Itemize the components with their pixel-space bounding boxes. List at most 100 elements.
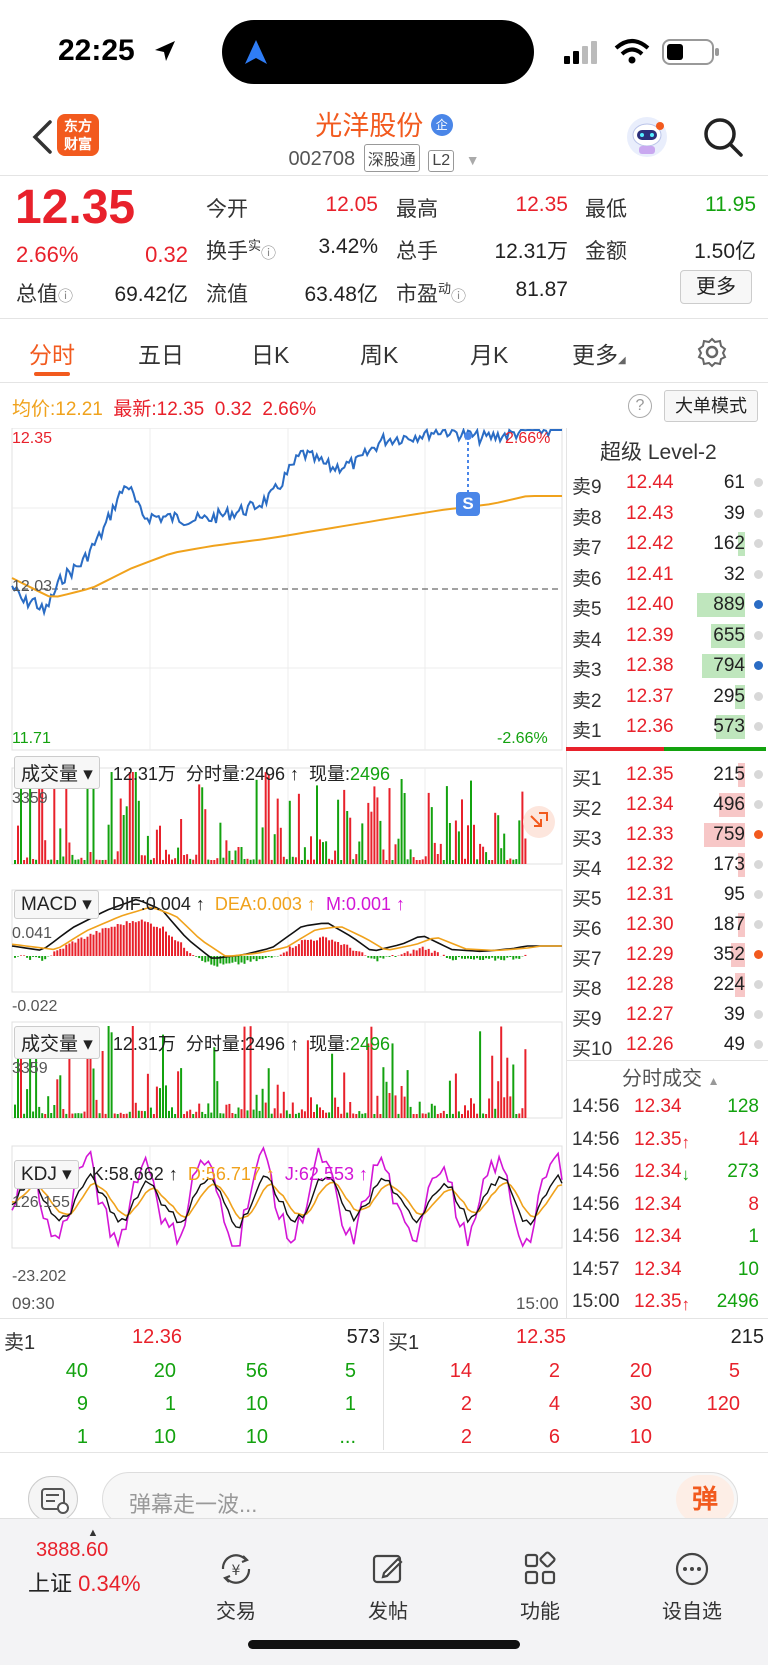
kdj-d-line bbox=[11, 1181, 563, 1220]
indicator-dropdown-macd[interactable]: MACD ▾ bbox=[14, 890, 99, 919]
macd-bar bbox=[494, 956, 497, 961]
level-dot bbox=[754, 630, 763, 640]
volume-bar bbox=[479, 843, 482, 864]
stock-name-row[interactable]: 光洋股份 企 bbox=[0, 104, 768, 143]
danmu-input[interactable]: 弹幕走一波... bbox=[102, 1472, 738, 1526]
ask-row[interactable]: 卖6 12.41 32 bbox=[570, 560, 765, 590]
macd-bar bbox=[379, 956, 382, 958]
bid-row[interactable]: 买5 12.31 95 bbox=[570, 880, 765, 910]
volume-bar bbox=[201, 1111, 204, 1118]
volume-bar bbox=[89, 852, 92, 864]
volume-bar bbox=[473, 824, 475, 864]
volume-bar bbox=[171, 859, 173, 864]
volume-bar bbox=[702, 654, 745, 678]
bid-row[interactable]: 买1 12.35 215 bbox=[570, 760, 765, 790]
nav-add-watchlist[interactable]: 设自选 bbox=[632, 1549, 752, 1624]
bid-row[interactable]: 买4 12.32 173 bbox=[570, 850, 765, 880]
queue-sell-price: 12.36 bbox=[132, 1326, 183, 1348]
tab-monthly-k[interactable]: 月K bbox=[470, 342, 509, 368]
volume-bar bbox=[101, 860, 104, 864]
nav-post[interactable]: 发帖 bbox=[328, 1549, 448, 1624]
volume-bar bbox=[38, 1106, 41, 1118]
trades-title[interactable]: 分时成交 ▲ bbox=[622, 1068, 720, 1090]
more-button[interactable]: 更多 bbox=[680, 270, 752, 304]
volume-bar bbox=[240, 847, 243, 864]
tab-intraday[interactable]: 分时 bbox=[29, 342, 75, 368]
volume-bar bbox=[509, 1096, 512, 1118]
ask-row[interactable]: 卖9 12.44 61 bbox=[570, 468, 765, 498]
queue-sell-cell: 1 bbox=[344, 1393, 356, 1415]
bid-row[interactable]: 买7 12.29 352 bbox=[570, 940, 765, 970]
macd-m: M:0.001 bbox=[325, 894, 391, 914]
ask-row[interactable]: 卖4 12.39 655 bbox=[570, 621, 765, 651]
gear-icon[interactable] bbox=[696, 336, 728, 368]
bid-row[interactable]: 买10 12.26 49 bbox=[570, 1030, 765, 1060]
ask-row[interactable]: 卖1 12.36 573 bbox=[570, 712, 765, 742]
market-cap-label[interactable]: 总值ⓘ bbox=[16, 283, 74, 306]
volume-bar bbox=[219, 822, 222, 864]
volume-bar bbox=[53, 783, 56, 864]
volume-bar bbox=[92, 1068, 95, 1118]
volume-bar bbox=[445, 1114, 448, 1118]
kdj-header: KDJ ▾ K:58.662 ↑ D:56.717 ↑ J:62.553 ↑ bbox=[14, 1160, 368, 1189]
stock-code-row[interactable]: 002708 深股通 L2 ▼ bbox=[0, 144, 768, 172]
volume-bar bbox=[340, 1113, 343, 1118]
trade-time: 15:00 bbox=[572, 1291, 620, 1312]
volume-bar bbox=[470, 1098, 472, 1118]
volume-bar bbox=[424, 1113, 427, 1118]
big-order-mode-button[interactable]: 大单模式 bbox=[664, 390, 758, 422]
level-label: 买5 bbox=[572, 889, 602, 910]
turnover-label[interactable]: 换手实ⓘ bbox=[206, 238, 277, 263]
pe-label[interactable]: 市盈动ⓘ bbox=[396, 281, 467, 306]
danmu-send-button[interactable]: 弹 bbox=[676, 1475, 734, 1523]
volume-bar bbox=[418, 860, 421, 864]
volume-bar bbox=[104, 1113, 107, 1118]
macd-bar bbox=[152, 926, 155, 956]
kdj-j-line bbox=[11, 1145, 563, 1249]
signal-marker[interactable]: S bbox=[456, 492, 480, 516]
ask-row[interactable]: 卖8 12.43 39 bbox=[570, 499, 765, 529]
macd-bar bbox=[71, 941, 74, 956]
kdj-max: 126.155 bbox=[12, 1194, 70, 1211]
bid-row[interactable]: 买3 12.33 759 bbox=[570, 820, 765, 850]
intraday-charts[interactable] bbox=[0, 428, 565, 1308]
tab-daily-k[interactable]: 日K bbox=[251, 342, 290, 368]
tab-more[interactable]: 更多◢ bbox=[572, 342, 626, 368]
tab-five-day[interactable]: 五日 bbox=[138, 342, 184, 368]
ask-row[interactable]: 卖5 12.40 889 bbox=[570, 590, 765, 620]
macd-bar bbox=[258, 956, 261, 960]
danmu-settings-button[interactable] bbox=[28, 1476, 78, 1522]
volume-bar bbox=[134, 1102, 137, 1118]
ask-row[interactable]: 卖7 12.42 162 bbox=[570, 529, 765, 559]
expand-arrows-icon[interactable] bbox=[522, 805, 556, 839]
robot-assistant-icon[interactable] bbox=[624, 114, 670, 160]
back-button[interactable] bbox=[22, 112, 62, 162]
ask-row[interactable]: 卖3 12.38 794 bbox=[570, 651, 765, 681]
queue-sell-cell: 1 bbox=[164, 1393, 176, 1415]
nav-functions[interactable]: 功能 bbox=[480, 1549, 600, 1624]
search-icon[interactable] bbox=[700, 114, 746, 160]
volume-bar bbox=[735, 684, 745, 709]
volume-bar bbox=[177, 847, 180, 864]
indicator-dropdown-kdj[interactable]: KDJ ▾ bbox=[14, 1160, 79, 1189]
bid-row[interactable]: 买2 12.34 496 bbox=[570, 790, 765, 820]
macd-bar bbox=[427, 948, 430, 956]
volume-bar bbox=[346, 1112, 349, 1118]
volume-bar bbox=[394, 844, 397, 864]
level2-title[interactable]: 超级 Level-2 bbox=[600, 441, 717, 464]
index-ticker[interactable]: ▲ 3888.60 上证 0.34% bbox=[28, 1527, 158, 1598]
svg-text:¥: ¥ bbox=[232, 1563, 241, 1579]
indicator-dropdown-volume-2[interactable]: 成交量 ▾ bbox=[14, 1026, 100, 1059]
nav-trade[interactable]: ¥ 交易 bbox=[176, 1549, 296, 1624]
indicator-dropdown-volume[interactable]: 成交量 ▾ bbox=[14, 756, 100, 789]
macd-bar bbox=[252, 956, 255, 960]
help-icon[interactable]: ? bbox=[628, 394, 652, 418]
avg-price: 12.21 bbox=[55, 399, 103, 420]
bid-row[interactable]: 买9 12.27 39 bbox=[570, 1000, 765, 1030]
bid-row[interactable]: 买8 12.28 224 bbox=[570, 970, 765, 1000]
app-logo[interactable]: 东方 财富 bbox=[57, 114, 99, 156]
ask-row[interactable]: 卖2 12.37 295 bbox=[570, 682, 765, 712]
tab-weekly-k[interactable]: 周K bbox=[360, 342, 399, 368]
bid-row[interactable]: 买6 12.30 187 bbox=[570, 910, 765, 940]
volume-bar bbox=[77, 859, 80, 864]
